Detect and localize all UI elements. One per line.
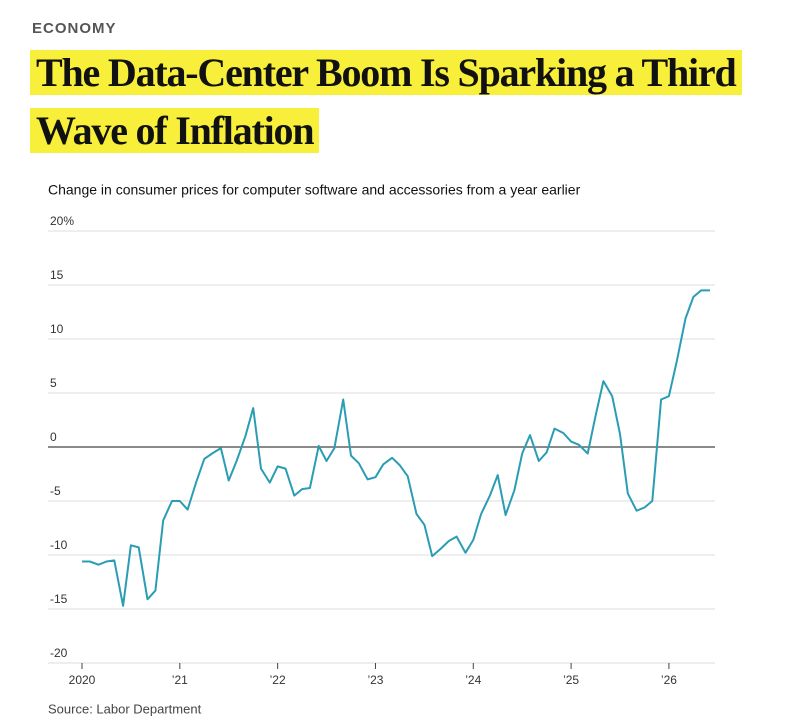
y-tick-label: 5	[50, 376, 57, 390]
y-tick-label: -10	[50, 538, 68, 552]
section-label: ECONOMY	[32, 20, 117, 37]
chart-title: Change in consumer prices for computer s…	[48, 182, 581, 198]
x-tick-label: 2020	[69, 673, 96, 687]
x-tick-label: ’26	[661, 673, 677, 687]
x-tick-label: ’24	[465, 673, 481, 687]
y-tick-label: -15	[50, 592, 68, 606]
headline: The Data-Center Boom Is Sparking a Third…	[30, 44, 790, 160]
x-tick-label: ’25	[563, 673, 579, 687]
x-tick-label: ’22	[270, 673, 286, 687]
data-line	[82, 289, 710, 607]
y-tick-label: 0	[50, 430, 57, 444]
x-tick-label: ’21	[172, 673, 188, 687]
y-tick-label: -5	[50, 484, 61, 498]
y-tick-label: 10	[50, 322, 64, 336]
y-tick-label: 15	[50, 268, 64, 282]
x-tick-label: ’23	[367, 673, 383, 687]
source: Source: Labor Department	[48, 701, 202, 716]
y-tick-label: -20	[50, 646, 68, 660]
y-tick-label: 20%	[50, 214, 74, 228]
